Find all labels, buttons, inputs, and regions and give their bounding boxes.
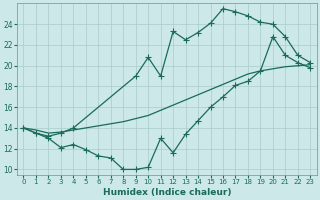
- X-axis label: Humidex (Indice chaleur): Humidex (Indice chaleur): [103, 188, 231, 197]
